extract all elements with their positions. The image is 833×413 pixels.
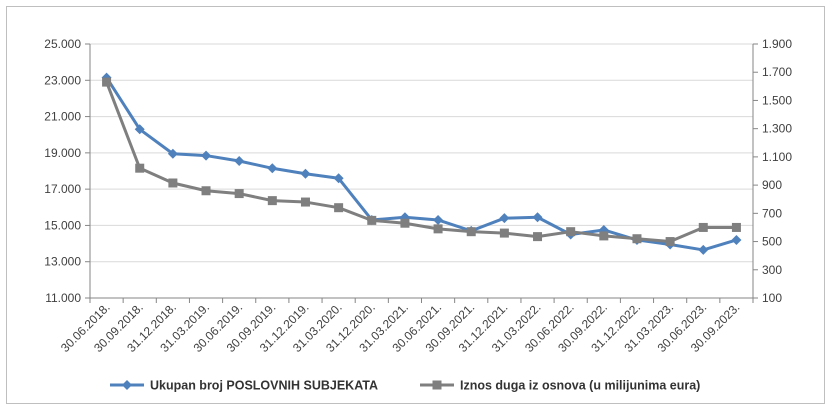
data-point: [102, 77, 112, 87]
data-point: [333, 173, 344, 184]
series-line: [105, 76, 737, 252]
legend-label: Iznos duga iz osnova (u milijunima eura): [460, 379, 700, 393]
data-point: [201, 150, 212, 161]
data-point: [466, 227, 476, 237]
right-axis-tick-label: 100: [762, 291, 782, 305]
data-point: [566, 227, 576, 237]
data-point: [499, 213, 510, 224]
data-point: [433, 224, 443, 234]
data-point: [698, 222, 708, 232]
data-point: [698, 244, 709, 255]
left-axis-tick-label: 21.000: [44, 110, 81, 124]
left-axis-tick-label: 15.000: [44, 218, 81, 232]
legend-label: Ukupan broj POSLOVNIH SUBJEKATA: [150, 379, 378, 393]
data-point: [168, 178, 178, 188]
left-axis-tick-label: 25.000: [44, 37, 81, 51]
data-point: [532, 212, 543, 223]
data-point: [632, 234, 642, 244]
data-point: [499, 228, 509, 238]
left-axis-tick-label: 19.000: [44, 146, 81, 160]
data-point: [267, 163, 278, 174]
data-point: [731, 234, 742, 245]
right-axis-tick-label: 700: [762, 206, 782, 220]
left-axis-tick-label: 13.000: [44, 255, 81, 269]
series-line: [105, 81, 737, 244]
right-axis-tick-label: 900: [762, 178, 782, 192]
data-point: [234, 189, 244, 199]
data-point: [433, 214, 444, 225]
data-point: [599, 231, 609, 241]
right-axis-tick-label: 1.900: [762, 37, 792, 51]
data-point: [334, 203, 344, 213]
left-axis-tick-label: 17.000: [44, 182, 81, 196]
data-point: [367, 215, 377, 225]
data-point: [267, 196, 277, 206]
right-axis-tick-label: 1.100: [762, 150, 792, 164]
data-point: [167, 148, 178, 159]
right-axis-tick-label: 1.700: [762, 65, 792, 79]
data-point: [300, 197, 310, 207]
data-point: [135, 163, 145, 173]
data-point: [300, 168, 311, 179]
data-point: [400, 218, 410, 228]
right-axis-tick-label: 1.500: [762, 93, 792, 107]
chart-frame: [6, 6, 825, 404]
right-axis-tick-label: 500: [762, 235, 782, 249]
data-point: [234, 156, 245, 167]
data-point: [201, 186, 211, 196]
data-point: [731, 222, 741, 232]
left-axis-tick-label: 23.000: [44, 73, 81, 87]
right-axis-tick-label: 300: [762, 263, 782, 277]
data-point: [665, 237, 675, 247]
legend-swatch-marker: [122, 380, 132, 390]
left-axis-tick-label: 11.000: [45, 291, 81, 305]
data-point: [533, 232, 543, 242]
legend-swatch-marker: [432, 380, 442, 390]
data-point: [134, 124, 145, 135]
right-axis-tick-label: 1.300: [762, 122, 792, 136]
